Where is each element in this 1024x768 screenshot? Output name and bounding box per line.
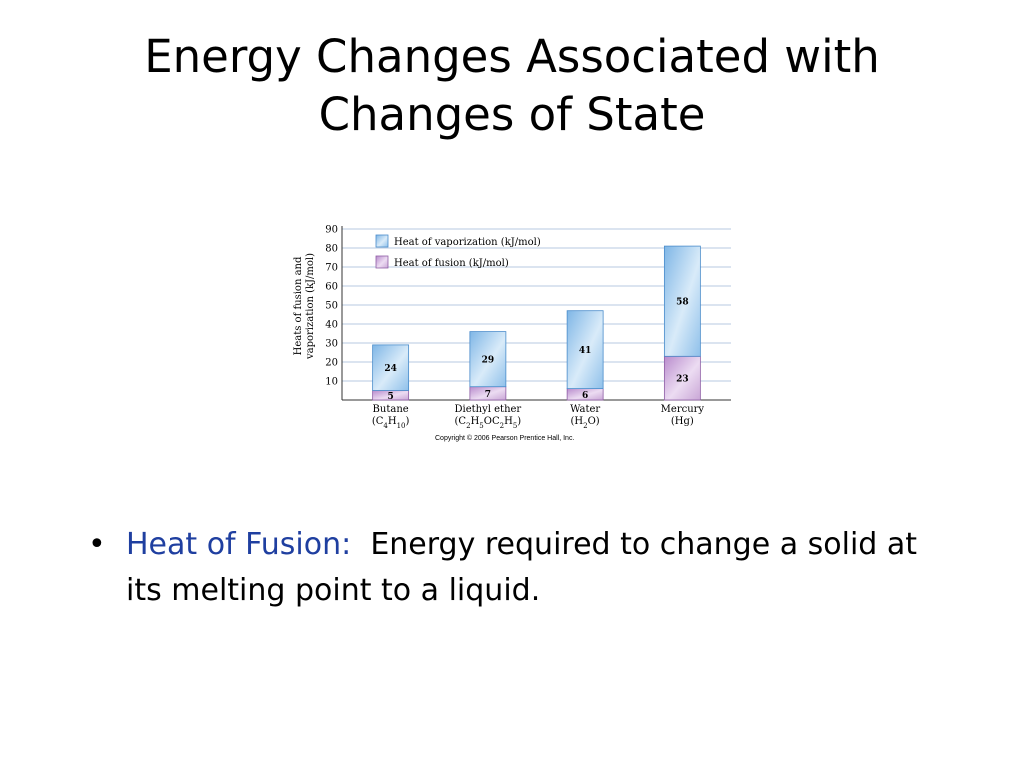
y-tick-labels: 10 20 30 40 50 60 70 80 90 [325,225,338,388]
data-label-fusion: 23 [676,375,689,385]
slide-title-line-2: Changes of State [318,88,706,141]
y-tick-label: 30 [325,339,338,350]
data-label-fusion: 7 [485,390,491,400]
bar-vaporization [469,331,507,388]
y-axis-label-line-1: Heats of fusion and [293,256,304,355]
bar-vaporization [372,344,410,391]
y-tick-label: 80 [325,244,338,255]
bullet-point: • Heat of Fusion: Energy required to cha… [88,522,958,614]
bar-fusion [663,355,701,401]
data-label-vaporization: 24 [384,364,397,374]
legend-swatch [375,255,389,269]
category-label: Water [570,404,600,415]
bullet-definition: Energy required to change a solid at its… [126,527,918,608]
legend-label: Heat of vaporization (kJ/mol) [394,237,541,248]
y-tick-label: 90 [325,225,338,236]
legend: Heat of vaporization (kJ/mol) Heat of fus… [375,234,541,269]
category-formula: (C4H10) [372,416,410,430]
data-label-vaporization: 41 [579,346,592,356]
slide-title-line-1: Energy Changes Associated with [144,30,880,83]
y-axis-label-line-2: vaporization (kJ/mol) [305,253,316,360]
bars [372,245,701,401]
category-formula: (C2H5OC2H5) [455,416,522,430]
data-label-vaporization: 29 [482,356,495,366]
y-tick-label: 10 [325,377,338,388]
legend-swatch [375,234,389,248]
y-tick-label: 20 [325,358,338,369]
bullet-term: Heat of Fusion: [126,527,352,562]
copyright-credit: Copyright © 2006 Pearson Prentice Hall, … [435,434,574,442]
y-tick-label: 50 [325,301,338,312]
bullet-marker: • [88,527,106,562]
bar-vaporization [566,310,604,389]
slide-title: Energy Changes Associated with Changes o… [60,28,964,144]
y-tick-label: 60 [325,282,338,293]
legend-label: Heat of fusion (kJ/mol) [394,258,509,269]
data-label-fusion: 6 [582,391,588,401]
bar-vaporization [663,245,701,357]
y-tick-label: 70 [325,263,338,274]
data-label-fusion: 5 [387,392,393,402]
category-label: Mercury [661,404,705,415]
category-label: Diethyl ether [455,404,522,415]
y-tick-label: 40 [325,320,338,331]
bullet-text-block: Heat of Fusion: Energy required to chang… [88,522,958,614]
category-formula: (H2O) [571,416,600,430]
category-label: Butane [373,404,409,415]
data-label-vaporization: 58 [676,298,689,308]
category-labels: Butane(C4H10) Diethyl ether(C2H5OC2H5) Wat… [372,404,705,430]
data-labels: 5 24 7 29 6 41 23 58 [384,298,688,402]
category-formula: (Hg) [671,416,694,427]
